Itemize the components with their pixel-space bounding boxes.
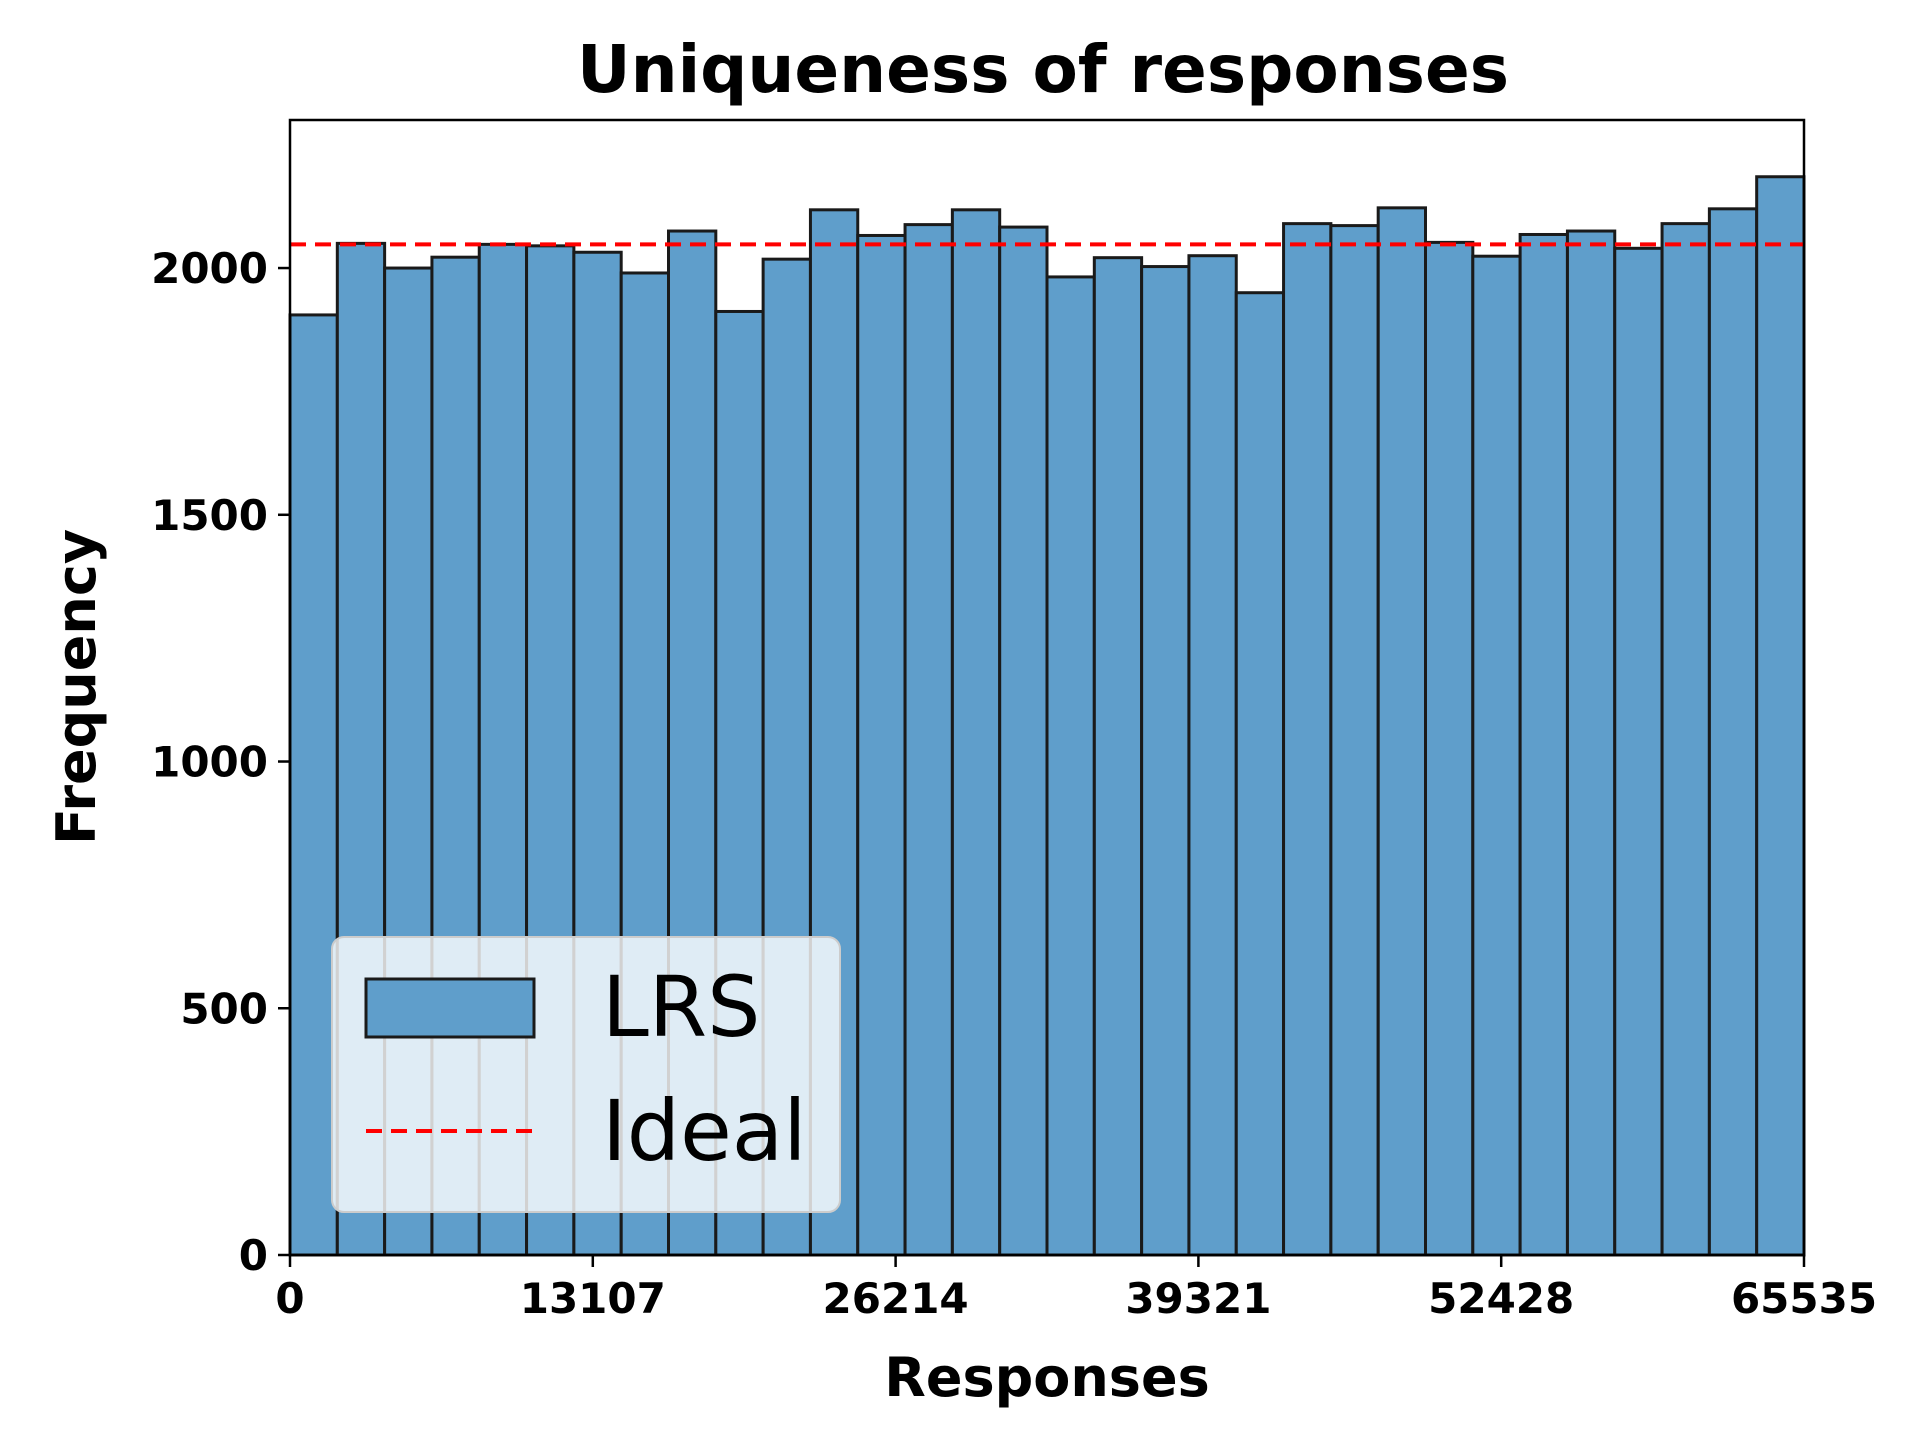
bar-13 xyxy=(903,223,954,1257)
bar-18 xyxy=(1140,265,1191,1257)
y-tick-label: 1000 xyxy=(151,738,268,787)
x-tick-label: 0 xyxy=(275,1274,304,1323)
bar-17 xyxy=(1092,256,1144,1257)
bar-25 xyxy=(1471,254,1522,1257)
bar-27 xyxy=(1565,229,1617,1257)
y-tick-label: 1500 xyxy=(151,491,268,540)
bar-23 xyxy=(1376,206,1427,1257)
bar-24 xyxy=(1424,240,1475,1257)
bar-26 xyxy=(1518,232,1569,1257)
bar-20 xyxy=(1234,291,1286,1257)
bar-16 xyxy=(1045,275,1096,1257)
legend-label-ideal: Ideal xyxy=(602,1082,807,1180)
x-axis-label: Responses xyxy=(884,1346,1209,1409)
y-tick-label: 2000 xyxy=(151,244,268,293)
bar-29 xyxy=(1660,222,1711,1257)
bar-19 xyxy=(1187,254,1238,1257)
bar-12 xyxy=(856,233,907,1257)
bar-0 xyxy=(288,313,339,1257)
x-tick-label: 65535 xyxy=(1731,1274,1877,1323)
x-tick-label: 39321 xyxy=(1125,1274,1271,1323)
legend: LRS Ideal xyxy=(331,936,841,1213)
y-axis-label: Frequency xyxy=(45,529,108,845)
bar-22 xyxy=(1329,224,1380,1257)
x-tick-label: 26214 xyxy=(823,1274,969,1323)
bar-31 xyxy=(1755,175,1806,1257)
x-tick-label: 52428 xyxy=(1428,1274,1574,1323)
y-tick-label: 500 xyxy=(180,984,268,1033)
x-axis-ticks: 0 13107 26214 39321 52428 65535 xyxy=(275,1255,1877,1323)
plot-frame xyxy=(288,118,1806,1257)
bar-15 xyxy=(998,225,1049,1257)
bar-28 xyxy=(1613,246,1664,1257)
bar-30 xyxy=(1707,207,1759,1257)
chart-title: Uniqueness of responses xyxy=(577,31,1509,108)
legend-label-lrs: LRS xyxy=(602,958,760,1056)
y-axis-ticks: 0 500 1000 1500 2000 xyxy=(151,244,290,1280)
bar-21 xyxy=(1282,222,1333,1257)
legend-swatch-lrs xyxy=(364,977,536,1039)
x-tick-label: 13107 xyxy=(520,1274,666,1323)
y-tick-label: 0 xyxy=(239,1231,268,1280)
bar-14 xyxy=(950,208,1002,1257)
